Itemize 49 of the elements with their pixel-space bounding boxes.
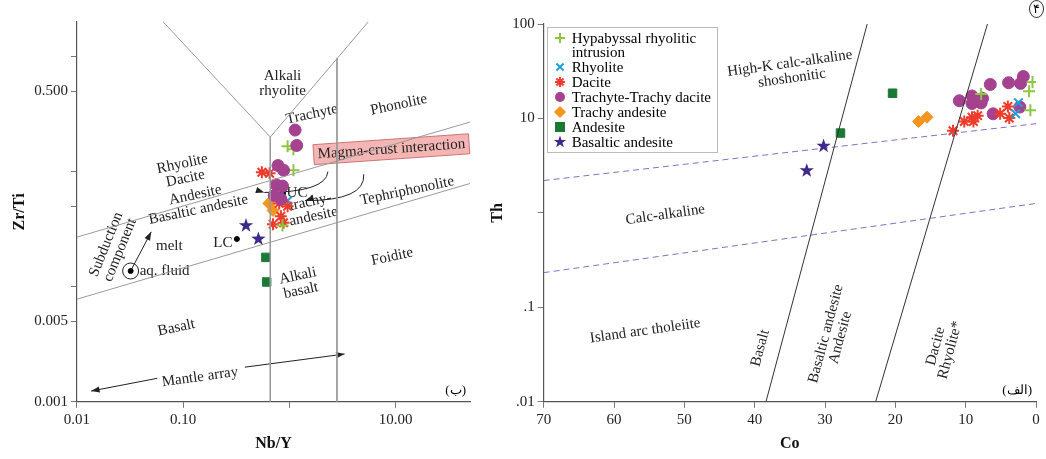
annotation: aq. fluid (139, 261, 191, 278)
annotation: Alkali basalt (277, 263, 321, 302)
annotation: Magma-crust interaction (317, 135, 467, 162)
legend-label: Basaltic andesite (571, 134, 673, 150)
text: ۴ (1029, 0, 1044, 18)
annotation: Phonolite (368, 89, 429, 118)
legend-label: Andesite (571, 119, 626, 135)
annotation: Trachyte (284, 99, 340, 127)
x-tick-label: 60 (606, 410, 622, 427)
y-tick-label: .01 (515, 392, 535, 409)
x-tick-label: 70 (536, 410, 552, 427)
annotation: Mantle array (160, 362, 240, 390)
x-axis-title: Nb/Y (255, 433, 293, 451)
legend-label: Rhyolite (571, 59, 624, 75)
annotation: High-K calc-alkaline shoshonitic (726, 45, 854, 90)
legend-label: Trachy andesite (571, 104, 667, 120)
x-tick-label: 20 (887, 410, 903, 427)
annotation: Basalt (156, 314, 197, 339)
x-tick-label: 0 (1032, 410, 1040, 427)
annotation: Foidite (369, 243, 415, 268)
y-axis-title: Zr/Ti (9, 192, 27, 231)
y-tick-label: 10 (519, 109, 535, 126)
annotation: melt (155, 237, 184, 254)
y-tick-label: .1 (523, 298, 535, 315)
legend-label: Hypabyssal rhyolitic intrusion (571, 30, 697, 60)
x-tick-label: 0.10 (170, 410, 197, 427)
annotation: (الف) (1002, 381, 1032, 398)
annotation: (ب) (445, 381, 466, 398)
annotation: Basalt (746, 326, 773, 369)
y-tick-label: 0.500 (34, 82, 68, 99)
annotation: Basaltic andesite Andesite (804, 282, 855, 385)
y-tick-label: 0.001 (34, 392, 68, 409)
annotation: Alkali rhyolite (259, 67, 307, 99)
annotation: LC (213, 233, 233, 250)
legend-label: Trachyte-Trachy dacite (571, 89, 711, 105)
x-tick-label: 50 (676, 410, 692, 427)
legend-label: Dacite (571, 74, 611, 90)
x-tick-label: 10.00 (378, 410, 413, 427)
y-axis-title: Th (487, 203, 505, 223)
y-tick-label: 0.005 (34, 312, 68, 329)
x-tick-label: 10 (958, 410, 974, 427)
y-tick-label: 100 (512, 14, 535, 31)
x-tick-label: 30 (817, 410, 833, 427)
annotation: Island arc tholeiite (588, 313, 702, 346)
x-tick-label: 40 (747, 410, 763, 427)
annotation: Calc-alkaline (624, 200, 707, 228)
x-tick-label: 0.01 (63, 410, 91, 427)
x-axis-title: Co (780, 433, 800, 451)
annotation: Dacite Rhyolite* (921, 319, 965, 381)
